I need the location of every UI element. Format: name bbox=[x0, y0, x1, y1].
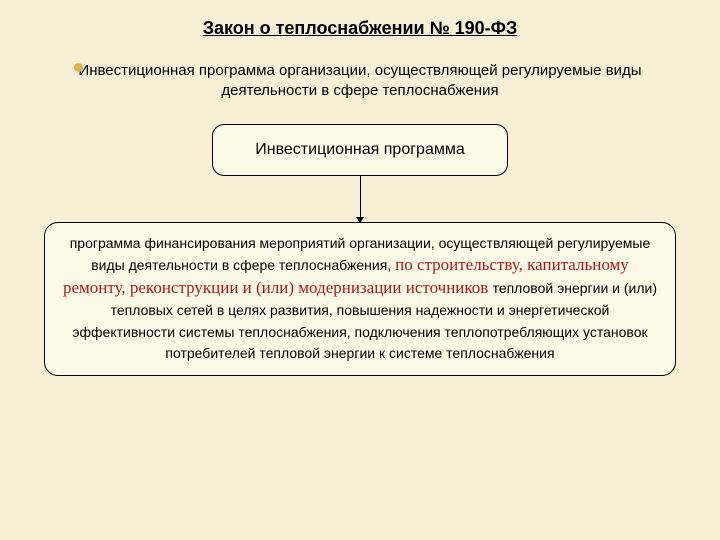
slide: Закон о теплоснабжении № 190-ФЗ Инвестиц… bbox=[0, 0, 720, 540]
decorative-bullet bbox=[74, 63, 83, 72]
arrow-down-icon bbox=[360, 176, 361, 222]
top-box: Инвестиционная программа bbox=[212, 124, 508, 176]
slide-title: Закон о теплоснабжении № 190-ФЗ bbox=[28, 18, 692, 39]
slide-subtitle: Инвестиционная программа организации, ос… bbox=[48, 61, 672, 102]
arrow-wrap bbox=[28, 176, 692, 222]
top-box-label: Инвестиционная программа bbox=[255, 141, 465, 159]
bottom-box: программа финансирования мероприятий орг… bbox=[44, 222, 676, 376]
